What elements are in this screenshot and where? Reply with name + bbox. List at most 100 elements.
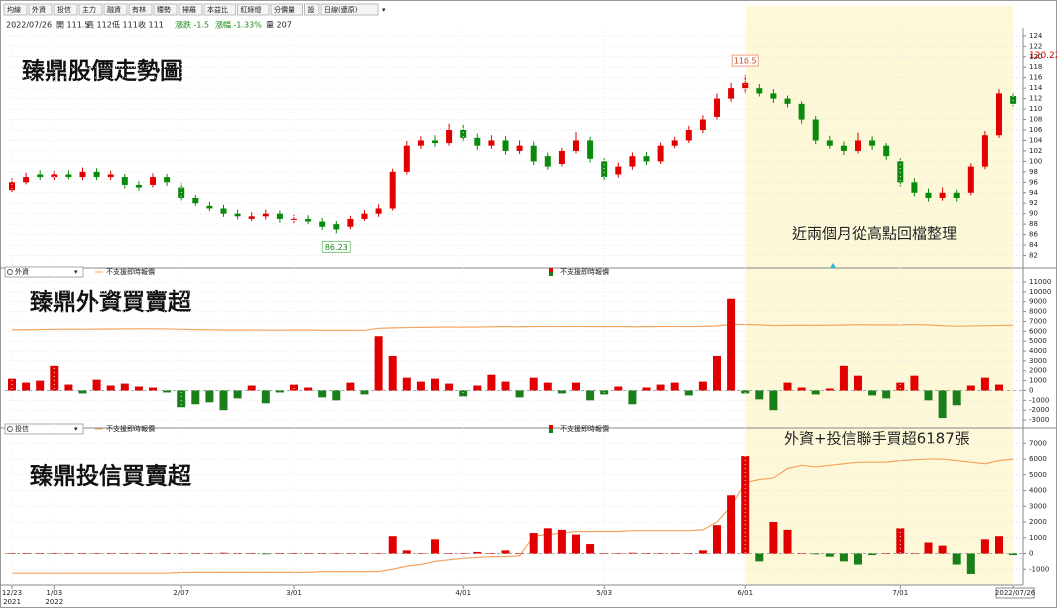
candle-body [812, 119, 819, 141]
candle-body [333, 224, 340, 230]
y-tick-label: 1000 [1029, 534, 1047, 542]
y-tick-label: 108 [1029, 116, 1042, 124]
toolbar-tab[interactable] [203, 3, 236, 16]
toolbar-arrow: ▾ [382, 6, 386, 14]
toolbar-tab[interactable] [304, 3, 320, 16]
candle-body [699, 119, 706, 130]
candle-body [728, 88, 735, 99]
toolbar-tab[interactable] [103, 3, 128, 16]
marker-triangle [830, 263, 836, 268]
y-tick-label: 5000 [1029, 337, 1047, 345]
selector[interactable] [4, 266, 84, 278]
bar [515, 390, 524, 398]
bar [966, 385, 975, 391]
x-tick-label: 2/07 [173, 589, 189, 597]
y-tick-label: 9000 [1029, 298, 1047, 306]
y-tick-label: 92 [1029, 199, 1038, 207]
x-tick-label: 6/01 [737, 589, 753, 597]
bar [924, 390, 933, 401]
bar [318, 553, 327, 555]
y-tick-label: 110 [1029, 105, 1042, 113]
candle-body [615, 166, 622, 175]
bar [938, 545, 947, 554]
toolbar-tab[interactable] [53, 3, 78, 16]
bar [529, 533, 538, 554]
bar [8, 553, 16, 555]
bar [318, 390, 327, 398]
toolbar-tab[interactable] [128, 3, 153, 16]
bar [304, 387, 313, 391]
bar [656, 553, 665, 555]
candle-body [488, 140, 495, 146]
candle-body [37, 174, 44, 178]
bar [684, 390, 693, 396]
bar [797, 387, 806, 391]
legend-swatch [549, 429, 553, 433]
bar [529, 377, 538, 391]
info-open: 開 111.5 [56, 21, 89, 30]
toolbar-tab-label: 日線(還原) [324, 5, 358, 14]
legend-label: 不支援即時報價 [560, 267, 609, 276]
selector[interactable] [4, 423, 84, 435]
candle-body [107, 174, 114, 178]
toolbar-tab[interactable] [28, 3, 53, 16]
candle-body [248, 216, 255, 219]
candle-body [967, 166, 974, 193]
y-tick-label: 3000 [1029, 502, 1047, 510]
toolbar-tab[interactable] [270, 3, 303, 16]
legend-label: 不支援即時報價 [106, 424, 155, 433]
bar [332, 553, 341, 555]
bar [64, 384, 73, 391]
y-tick-label: 120 [1029, 53, 1042, 61]
bar [501, 381, 510, 391]
toolbar-tab-label: 外資 [32, 5, 46, 14]
y-tick-label: 100 [1029, 157, 1042, 165]
y-tick-label: 7000 [1029, 317, 1047, 325]
toolbar-tab[interactable] [320, 3, 379, 16]
bar [769, 522, 778, 554]
bar [374, 553, 383, 555]
selector-label: 投信 [15, 424, 29, 433]
candle-body [502, 140, 509, 151]
annotation: 近兩個月從高點回檔整理 [792, 225, 957, 243]
bar [656, 384, 665, 391]
bar [910, 553, 919, 555]
bar [388, 536, 397, 554]
toolbar-tab[interactable] [237, 3, 270, 16]
candle-body [460, 130, 467, 138]
candle-body [291, 218, 297, 220]
toolbar-tab[interactable] [3, 3, 28, 16]
toolbar-tab[interactable] [178, 3, 203, 16]
candle-body [417, 140, 424, 146]
bar [741, 390, 750, 394]
toolbar-tab-label: 分價量 [274, 5, 295, 14]
candle-body [135, 184, 142, 188]
bar [205, 553, 214, 555]
candle-body [23, 177, 30, 183]
toolbar-tab-label: 掃羅 [182, 5, 196, 14]
bar [473, 385, 482, 391]
y-tick-label: 0 [1029, 386, 1033, 394]
toolbar-tab[interactable] [78, 3, 103, 16]
bar [543, 528, 552, 554]
candle-body [798, 103, 805, 120]
bar [586, 544, 595, 554]
toolbar-tab-label: 本益比 [207, 5, 228, 14]
toolbar-tab[interactable] [153, 3, 178, 16]
y-tick-label: 11000 [1029, 278, 1051, 286]
x-year-label: 2021 [3, 598, 21, 606]
bar [177, 553, 186, 555]
y-tick-label: 112 [1029, 95, 1042, 103]
bar [431, 378, 439, 391]
bar [120, 383, 129, 391]
bar [642, 387, 651, 391]
toolbar-tab-label: 融資 [107, 5, 121, 14]
bar [670, 382, 679, 391]
candle-body [742, 82, 749, 89]
bar [177, 390, 186, 408]
info-high: 高 112 [86, 20, 112, 30]
x-tick-label: 7/01 [892, 589, 908, 597]
bar [572, 534, 580, 554]
candle-body [883, 145, 890, 157]
y-tick-label: -2000 [1029, 406, 1049, 414]
